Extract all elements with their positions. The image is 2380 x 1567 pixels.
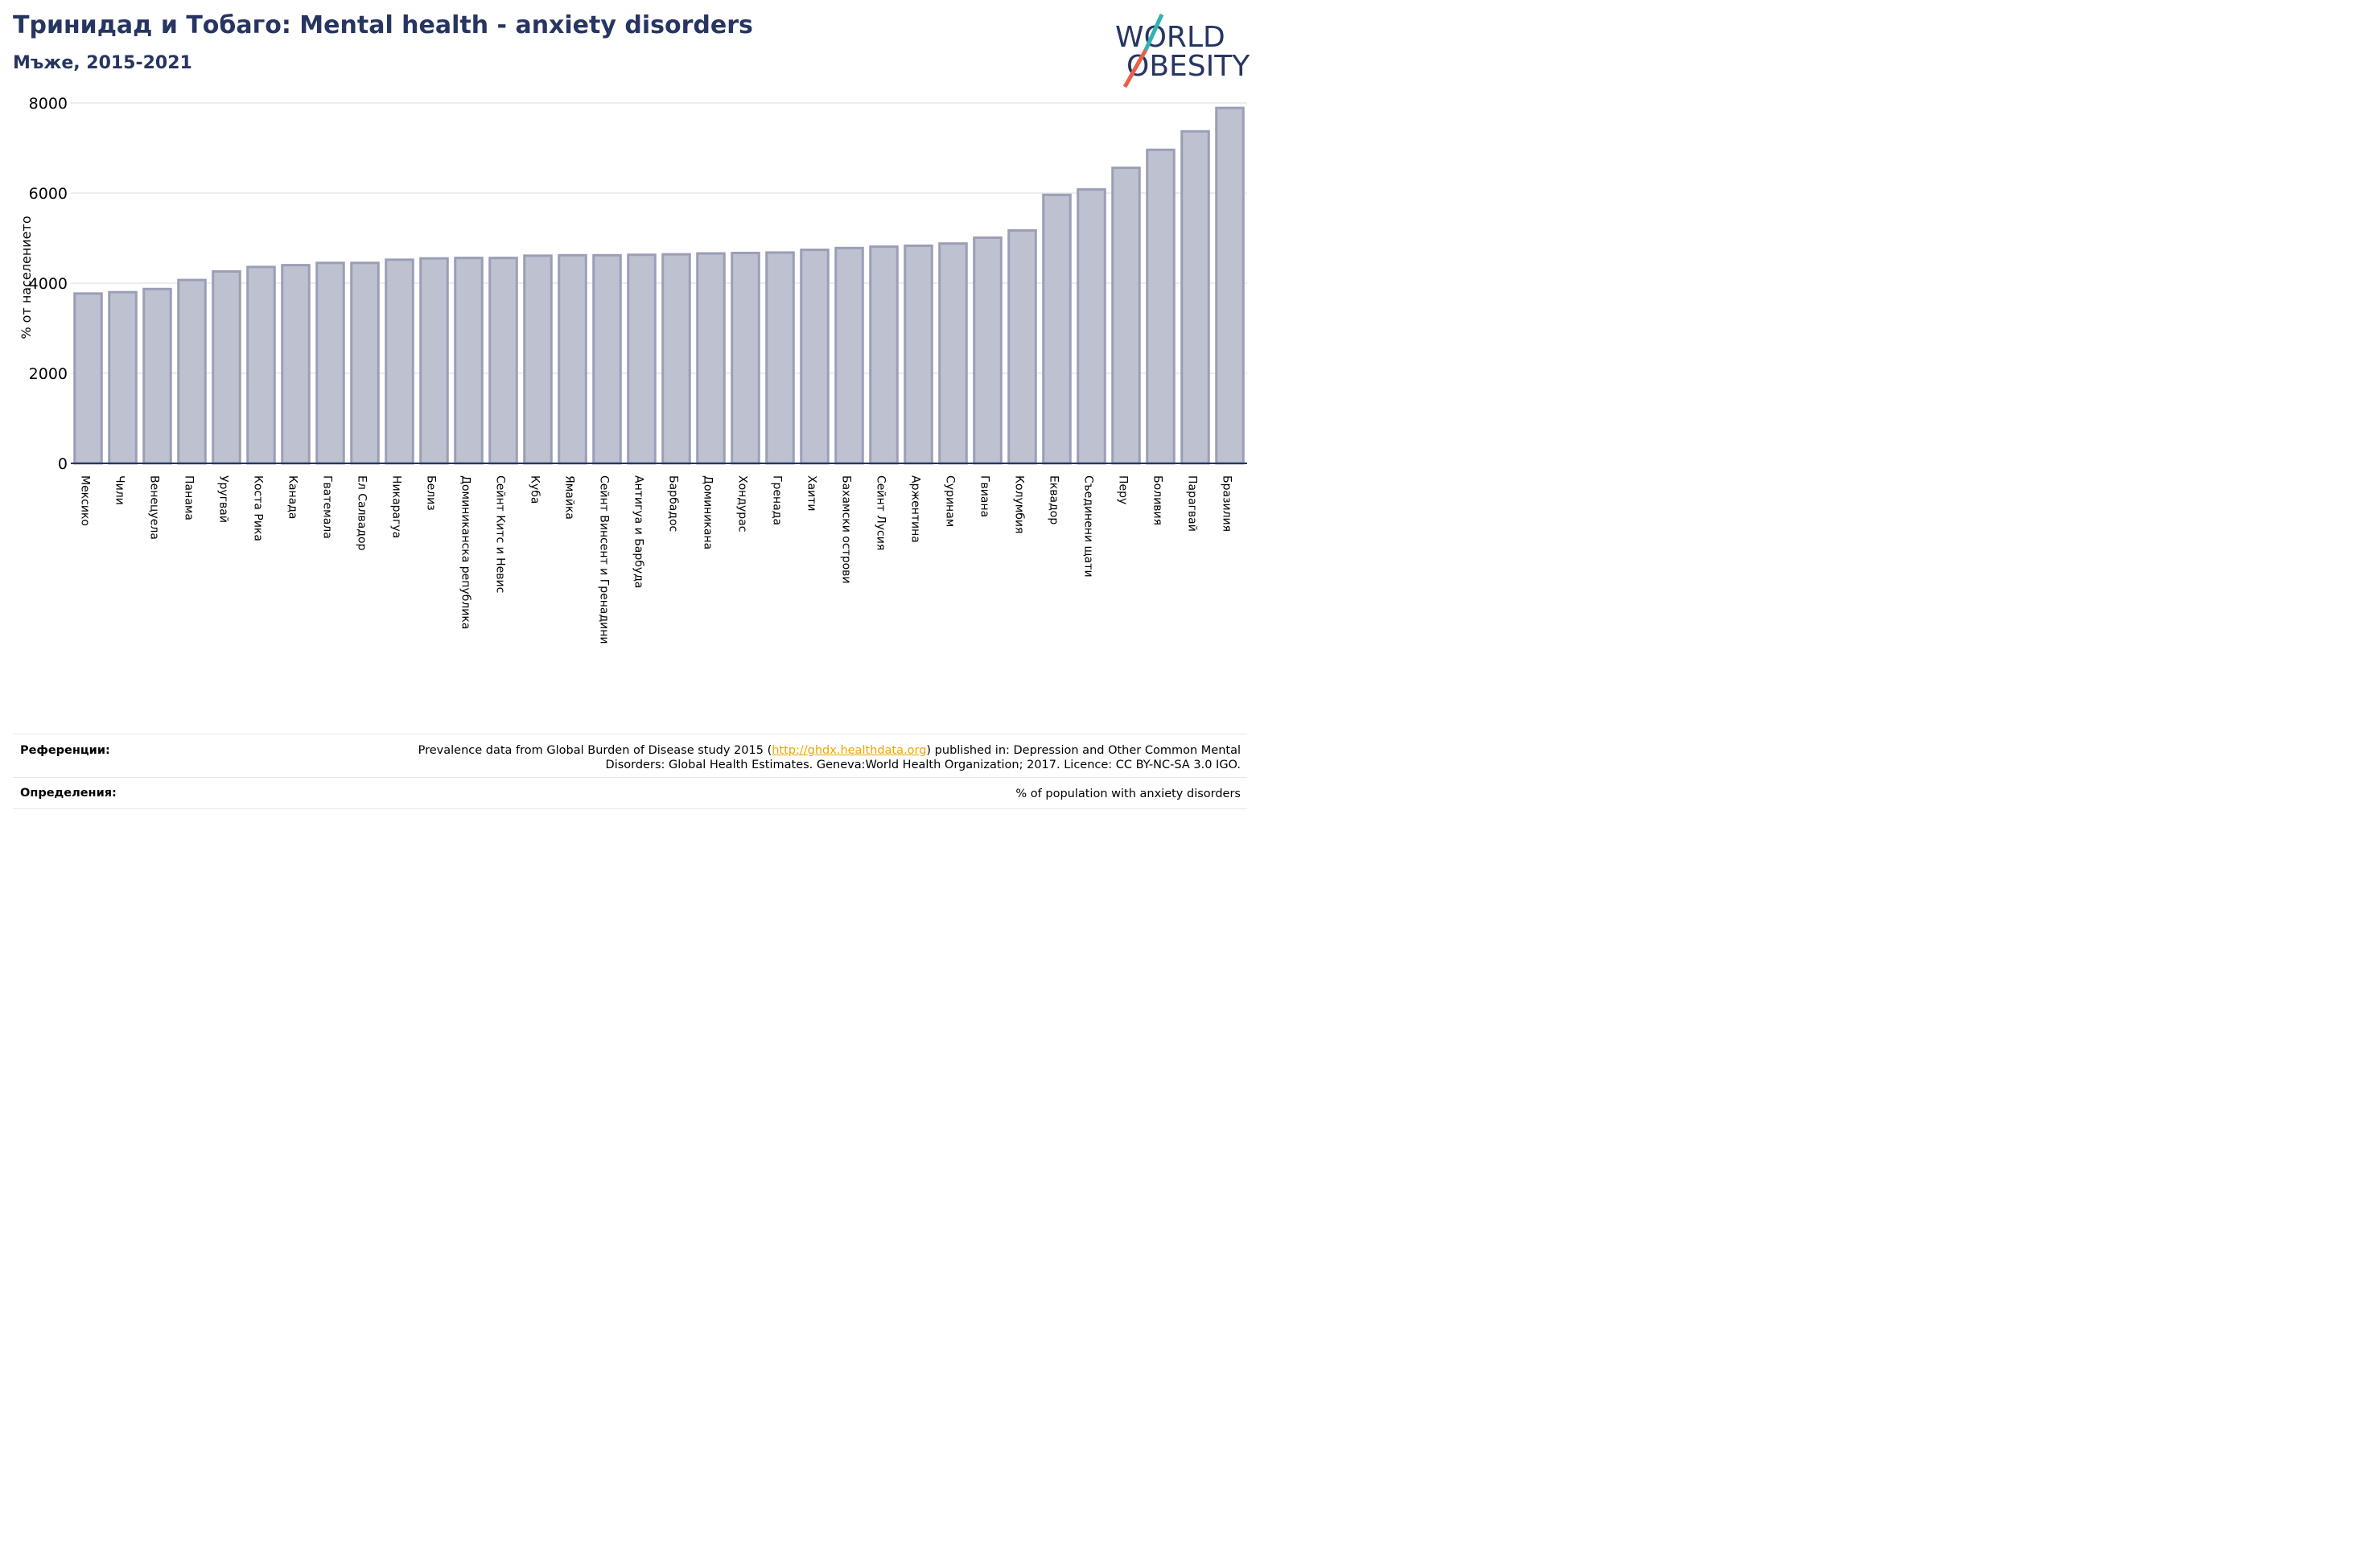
bar	[834, 246, 864, 465]
x-tick-label: Сейнт Китс и Невис	[494, 475, 507, 593]
chart-title: Тринидад и Тобаго: Mental health - anxie…	[13, 11, 753, 39]
bar	[246, 265, 276, 465]
y-tick-label: 0	[58, 455, 68, 473]
bars	[73, 106, 1245, 465]
x-tick-label: Куба	[529, 475, 541, 504]
bar	[800, 249, 830, 465]
x-tick-label: Гвиана	[978, 475, 991, 517]
bar	[488, 257, 518, 465]
bar	[627, 253, 657, 465]
bar	[661, 253, 691, 465]
bar	[696, 252, 726, 465]
bar	[904, 245, 933, 465]
logo-slash-bottom	[1122, 48, 1148, 88]
bar	[1007, 228, 1037, 465]
x-tick-label: Коста Рика	[252, 475, 265, 541]
x-tick-label: Парагвай	[1186, 475, 1199, 532]
x-tick-label: Суринам	[944, 475, 957, 527]
bar	[108, 290, 138, 465]
bar	[1042, 193, 1072, 465]
bar	[350, 261, 380, 465]
x-tick-label: Белиз	[425, 475, 438, 511]
bar	[454, 257, 484, 465]
references-row: Референции: Prevalence data from Global …	[13, 734, 1247, 778]
bar	[973, 236, 1003, 465]
bar	[177, 278, 207, 465]
x-tick-label: Мексико	[79, 475, 92, 526]
bar	[765, 251, 795, 465]
x-tick-label: Гватемала	[321, 475, 334, 539]
bar	[385, 258, 414, 465]
logo-text-world: WORLD	[1115, 21, 1225, 54]
x-tick-label: Перу	[1117, 475, 1130, 504]
bar	[938, 242, 968, 465]
x-tick-label: Венецуела	[148, 475, 161, 540]
x-tick-label: Доминикана	[702, 475, 714, 549]
x-tick-label: Ел Салвадор	[356, 475, 369, 551]
bar	[869, 245, 899, 465]
references-text-pre: Prevalence data from Global Burden of Di…	[418, 744, 772, 757]
y-axis-title: % от населението	[19, 216, 34, 339]
x-tick-label: Еквадор	[1048, 475, 1060, 524]
bar	[558, 253, 587, 465]
x-tick-label: Бразилия	[1221, 475, 1233, 532]
x-tick-label: Боливия	[1151, 475, 1164, 525]
x-tick-label: Съединени щати	[1082, 475, 1095, 578]
references-text: Prevalence data from Global Burden of Di…	[418, 743, 1241, 772]
references-label: Референции:	[20, 744, 110, 757]
bar	[73, 292, 103, 465]
references-text-line2: Disorders: Global Health Estimates. Gene…	[605, 759, 1241, 771]
chart-subtitle: Мъже, 2015-2021	[13, 53, 192, 73]
x-tick-label: Панама	[183, 475, 196, 520]
bar	[315, 261, 345, 465]
bar	[1077, 188, 1106, 465]
x-tick-label: Хаити	[805, 475, 818, 512]
bar	[1215, 106, 1245, 465]
bar	[592, 253, 622, 465]
x-tick-label: Ямайка	[563, 475, 576, 520]
world-obesity-logo: WORLD OBESITY	[1115, 13, 1250, 88]
x-tick-label: Барбадос	[667, 475, 680, 532]
x-tick-label: Сейнт Винсент и Гренадини	[598, 475, 611, 644]
definitions-row: Определения: % of population with anxiet…	[13, 777, 1247, 809]
x-tick-label: Гренада	[771, 475, 784, 525]
x-tick-label: Никарагуа	[390, 475, 403, 538]
x-tick-label: Бахамски острови	[840, 475, 853, 584]
x-tick-label: Доминиканска република	[459, 475, 472, 629]
x-tick-label: Канада	[286, 475, 299, 520]
x-axis-labels: Мексико Чили Венецуела Панама Уругвай Коста Р…	[79, 475, 1233, 644]
bar	[142, 287, 172, 465]
bar-chart: 0 2000 4000 6000 8000 Мексико Чили Венецуела Па…	[19, 95, 1247, 644]
bar	[419, 257, 449, 465]
definitions-label: Определения:	[20, 787, 117, 800]
y-axis-ticks: 0 2000 4000 6000 8000	[29, 95, 68, 473]
references-text-post: ) published in: Depression and Other Com…	[926, 744, 1241, 757]
logo-slash-top	[1143, 13, 1164, 51]
y-tick-label: 8000	[29, 95, 68, 113]
logo-text-obesity: OBESITY	[1126, 50, 1250, 83]
bar	[1180, 130, 1210, 465]
bar	[1111, 167, 1141, 465]
bar	[731, 251, 760, 465]
x-tick-label: Хондурас	[736, 475, 749, 532]
bar	[212, 269, 241, 465]
x-tick-label: Антигуа и Барбуда	[632, 475, 645, 588]
y-tick-label: 6000	[29, 185, 68, 203]
bar	[1146, 148, 1176, 465]
x-tick-label: Чили	[113, 475, 126, 505]
x-tick-label: Аржентина	[909, 475, 922, 543]
x-tick-label: Уругвай	[217, 475, 230, 523]
bar	[281, 264, 311, 465]
x-tick-label: Колумбия	[1013, 475, 1026, 533]
definitions-text: % of population with anxiety disorders	[1015, 788, 1241, 800]
x-tick-label: Сейнт Лусия	[875, 475, 887, 550]
references-link[interactable]: http://ghdx.healthdata.org	[772, 744, 927, 757]
y-tick-label: 4000	[29, 275, 68, 293]
y-tick-label: 2000	[29, 365, 68, 383]
bar	[523, 254, 553, 465]
footer: Референции: Prevalence data from Global …	[13, 734, 1247, 811]
